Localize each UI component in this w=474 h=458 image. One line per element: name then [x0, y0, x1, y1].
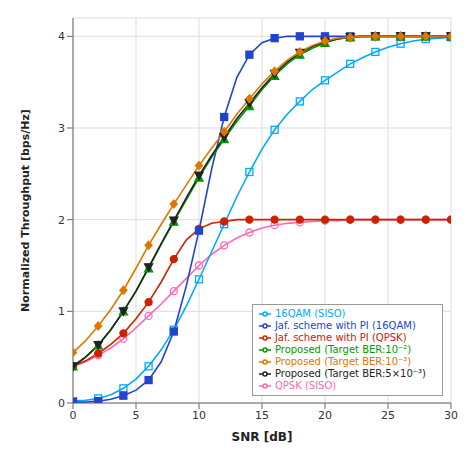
svg-text:25: 25 [381, 409, 395, 422]
html-text:Proposed (Target BER:5×10⁻³): Proposed (Target BER:5×10⁻³) [274, 368, 426, 379]
html-text:Proposed (Target BER:10⁻³): Proposed (Target BER:10⁻³) [274, 356, 412, 367]
svg-text:3: 3 [58, 122, 65, 135]
svg-text:2: 2 [58, 214, 65, 227]
html-text:Proposed (Target BER:10⁻²): Proposed (Target BER:10⁻²) [274, 344, 412, 355]
html-text:16QAM (SISO): 16QAM (SISO) [274, 308, 346, 319]
svg-text:1: 1 [58, 305, 65, 318]
html-text:Jaf. scheme with PI (16QAM): Jaf. scheme with PI (16QAM) [274, 320, 416, 331]
svg-text:30: 30 [444, 409, 458, 422]
svg-text:0: 0 [58, 397, 65, 410]
svg-text:10: 10 [192, 409, 206, 422]
svg-text:4: 4 [58, 30, 65, 43]
svg-text:5: 5 [133, 409, 140, 422]
html-text:QPSK (SISO): QPSK (SISO) [274, 380, 337, 391]
svg-text:20: 20 [318, 409, 332, 422]
svg-text:Normalized Throughput [bps/Hz]: Normalized Throughput [bps/Hz] [19, 109, 32, 312]
html-text:Jaf. scheme with PI (QPSK): Jaf. scheme with PI (QPSK) [274, 332, 407, 343]
svg-text:15: 15 [255, 409, 269, 422]
svg-text:0: 0 [70, 409, 77, 422]
svg-text:SNR [dB]: SNR [dB] [232, 430, 293, 444]
